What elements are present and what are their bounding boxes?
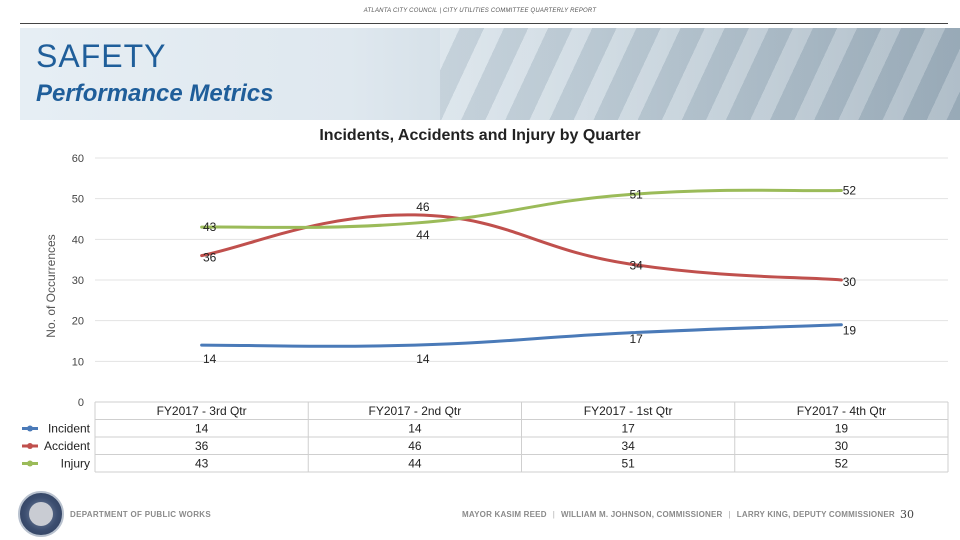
running-title: ATLANTA CITY COUNCIL | CITY UTILITIES CO… <box>363 8 597 14</box>
table-cell-incident: 17 <box>621 422 635 436</box>
data-label-accident: 34 <box>629 259 643 273</box>
legend-label-accident: Accident <box>44 439 91 453</box>
officials-line: MAYOR KASIM REED | WILLIAM M. JOHNSON, COM… <box>462 510 895 519</box>
table-cell-injury: 51 <box>621 457 635 471</box>
department-name: DEPARTMENT OF PUBLIC WORKS <box>70 510 211 519</box>
y-tick-label: 40 <box>72 234 84 246</box>
table-cell-accident: 46 <box>408 439 422 453</box>
table-cell-accident: 36 <box>195 439 209 453</box>
category-label: FY2017 - 1st Qtr <box>584 404 673 418</box>
legend-label-injury: Injury <box>61 457 90 471</box>
data-label-injury: 44 <box>416 228 430 242</box>
commissioner-name: WILLIAM M. JOHNSON, COMMISSIONER <box>560 510 723 519</box>
legend-marker-injury <box>27 460 33 467</box>
top-header: ATLANTA CITY COUNCIL | CITY UTILITIES CO… <box>0 0 960 24</box>
y-axis-label: No. of Occurrences <box>44 234 58 337</box>
data-label-accident: 30 <box>843 275 857 289</box>
y-tick-label: 0 <box>78 397 84 409</box>
page-title: SAFETY <box>36 38 167 74</box>
city-seal-logo <box>18 491 64 537</box>
table-cell-accident: 34 <box>621 439 635 453</box>
y-tick-label: 50 <box>72 194 84 206</box>
table-cell-incident: 19 <box>835 422 849 436</box>
deputy-commissioner-name: LARRY KING, DEPUTY COMMISSIONER <box>736 510 895 519</box>
data-label-incident: 19 <box>843 324 857 338</box>
legend-marker-incident <box>27 425 33 432</box>
data-label-injury: 43 <box>203 220 217 234</box>
separator: | <box>552 510 555 519</box>
chart-title: Incidents, Accidents and Injury by Quart… <box>319 127 640 144</box>
y-tick-label: 60 <box>72 153 84 165</box>
page-subtitle: Performance Metrics <box>36 80 274 107</box>
series-line-incident <box>200 323 843 348</box>
category-label: FY2017 - 4th Qtr <box>797 404 886 418</box>
y-tick-label: 10 <box>72 356 84 368</box>
table-cell-injury: 52 <box>835 457 849 471</box>
legend-marker-accident <box>27 443 33 449</box>
data-label-incident: 14 <box>416 352 430 366</box>
line-chart: Incidents, Accidents and Injury by Quart… <box>22 127 949 473</box>
table-cell-incident: 14 <box>408 422 422 436</box>
table-cell-injury: 44 <box>408 457 422 471</box>
title-banner <box>20 28 960 120</box>
banner-background-image <box>440 28 960 120</box>
data-label-accident: 36 <box>203 251 217 265</box>
mayor-name: MAYOR KASIM REED <box>462 510 547 519</box>
header-rule <box>20 23 948 24</box>
chart-area: Incidents, Accidents and Injury by Quart… <box>0 120 960 480</box>
data-label-incident: 17 <box>629 332 643 346</box>
data-label-injury: 52 <box>843 184 857 198</box>
y-tick-label: 20 <box>72 316 84 328</box>
page-number: 30 <box>900 508 914 521</box>
series-line-accident <box>200 213 843 282</box>
y-tick-label: 30 <box>72 275 84 287</box>
table-cell-incident: 14 <box>195 422 209 436</box>
data-label-incident: 14 <box>203 352 217 366</box>
table-cell-injury: 43 <box>195 457 209 471</box>
data-label-accident: 46 <box>416 200 430 214</box>
table-cell-accident: 30 <box>835 439 849 453</box>
category-label: FY2017 - 3rd Qtr <box>157 404 247 418</box>
footer: DEPARTMENT OF PUBLIC WORKS MAYOR KASIM R… <box>0 486 960 540</box>
series-line-injury <box>200 188 843 229</box>
legend-label-incident: Incident <box>48 422 91 436</box>
separator: | <box>728 510 731 519</box>
data-label-injury: 51 <box>629 188 643 202</box>
category-label: FY2017 - 2nd Qtr <box>369 404 462 418</box>
